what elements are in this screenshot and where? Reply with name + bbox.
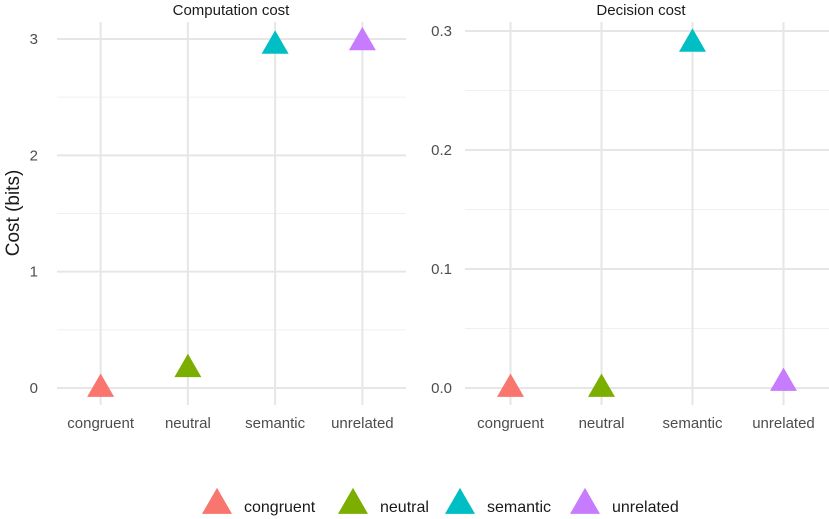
legend-label: congruent [244,499,316,516]
chart-panels: 0 1 2 3 congruent neutral semantic unrelated Com… [30,2,829,432]
data-point-neutral [588,373,615,397]
x-tick-label: neutral [579,415,625,432]
x-tick-label: unrelated [752,415,815,432]
x-tick-label: congruent [67,415,135,432]
legend-label: neutral [380,499,429,516]
x-tick-label: semantic [662,415,723,432]
y-tick-label: 0.0 [431,380,452,397]
y-axis-title: Cost (bits) [3,170,24,257]
legend-label: unrelated [612,499,679,516]
data-point-congruent [497,373,524,397]
legend-item: unrelated [570,487,679,516]
x-tick-label: neutral [165,415,211,432]
legend-key-unrelated [570,487,600,514]
panel-title: Computation cost [173,2,291,19]
y-tick-label: 1 [30,264,38,281]
panel-title: Decision cost [596,2,686,19]
legend-key-congruent [202,487,232,514]
legend: congruent neutral semantic unrelated [202,487,679,516]
legend-item: semantic [445,487,551,516]
y-tick-label: 0 [30,380,38,397]
y-tick-label: 0.1 [431,261,452,278]
data-point-unrelated [770,367,797,391]
panel-1: 0.0 0.1 0.2 0.3 congruent neutral semantic unre… [431,2,829,432]
data-point-semantic [679,28,706,52]
legend-item: congruent [202,487,316,516]
y-tick-label: 3 [30,31,38,48]
data-point-unrelated [348,26,376,51]
legend-label: semantic [487,499,551,516]
legend-key-semantic [445,487,475,514]
y-tick-label: 0.3 [431,23,452,40]
data-point-semantic [261,30,289,54]
data-point-neutral [174,353,202,378]
legend-item: neutral [338,487,429,516]
x-tick-label: congruent [477,415,545,432]
y-tick-label: 2 [30,147,38,164]
x-tick-label: unrelated [331,415,394,432]
legend-key-neutral [338,487,368,514]
panel-0: 0 1 2 3 congruent neutral semantic unrelated Com… [30,2,406,432]
x-tick-label: semantic [245,415,306,432]
y-tick-label: 0.2 [431,142,452,159]
data-point-congruent [87,373,115,397]
